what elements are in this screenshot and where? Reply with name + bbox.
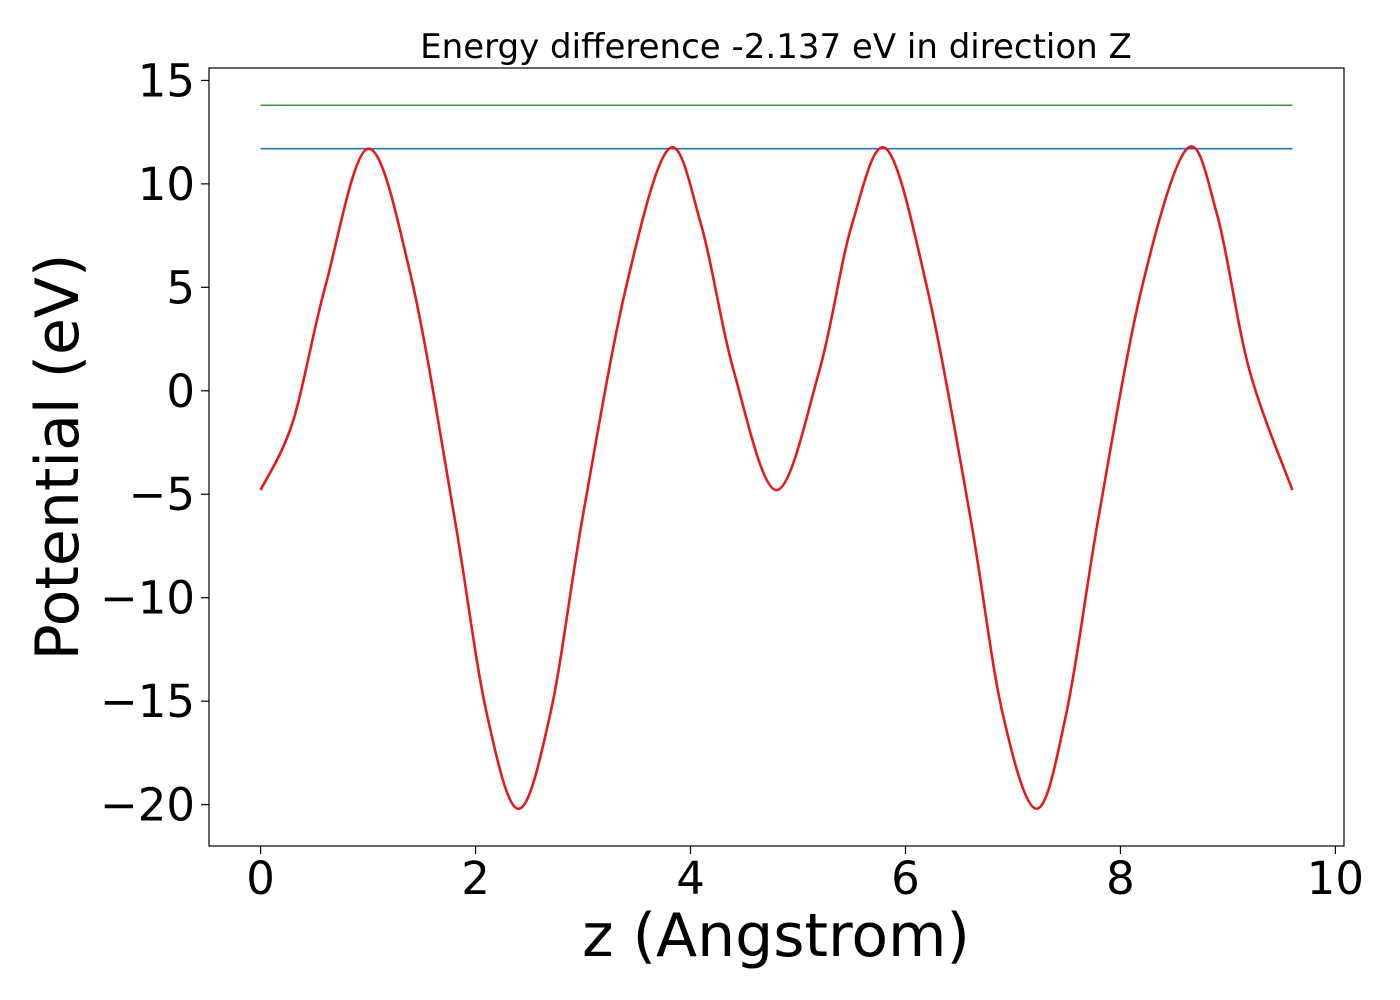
plot-frame (208, 67, 1345, 847)
y-tick-label: −5 (129, 468, 195, 521)
y-axis: −20 −15 −10 −5 0 5 10 15 (100, 54, 209, 832)
chart-title: Energy difference -2.137 eV in direction… (420, 27, 1132, 67)
y-tick-label: 15 (138, 54, 195, 107)
y-tick-label: −15 (100, 675, 195, 728)
y-tick-label: −10 (100, 572, 195, 625)
x-axis-label: z (Angstrom) (582, 901, 970, 971)
x-axis: 0 2 4 6 8 10 (246, 846, 1364, 905)
x-tick-label: 2 (461, 852, 490, 905)
y-tick-label: −20 (100, 779, 195, 832)
x-tick-label: 0 (246, 852, 275, 905)
series-line-2 (259, 145, 1294, 811)
y-tick-label: 0 (166, 365, 195, 418)
x-tick-label: 8 (1106, 852, 1135, 905)
x-tick-label: 6 (891, 852, 920, 905)
x-tick-label: 10 (1307, 852, 1364, 905)
x-tick-label: 4 (676, 852, 705, 905)
y-tick-label: 5 (166, 261, 195, 314)
y-tick-label: 10 (138, 158, 195, 211)
y-axis-label: Potential (eV) (23, 254, 93, 661)
